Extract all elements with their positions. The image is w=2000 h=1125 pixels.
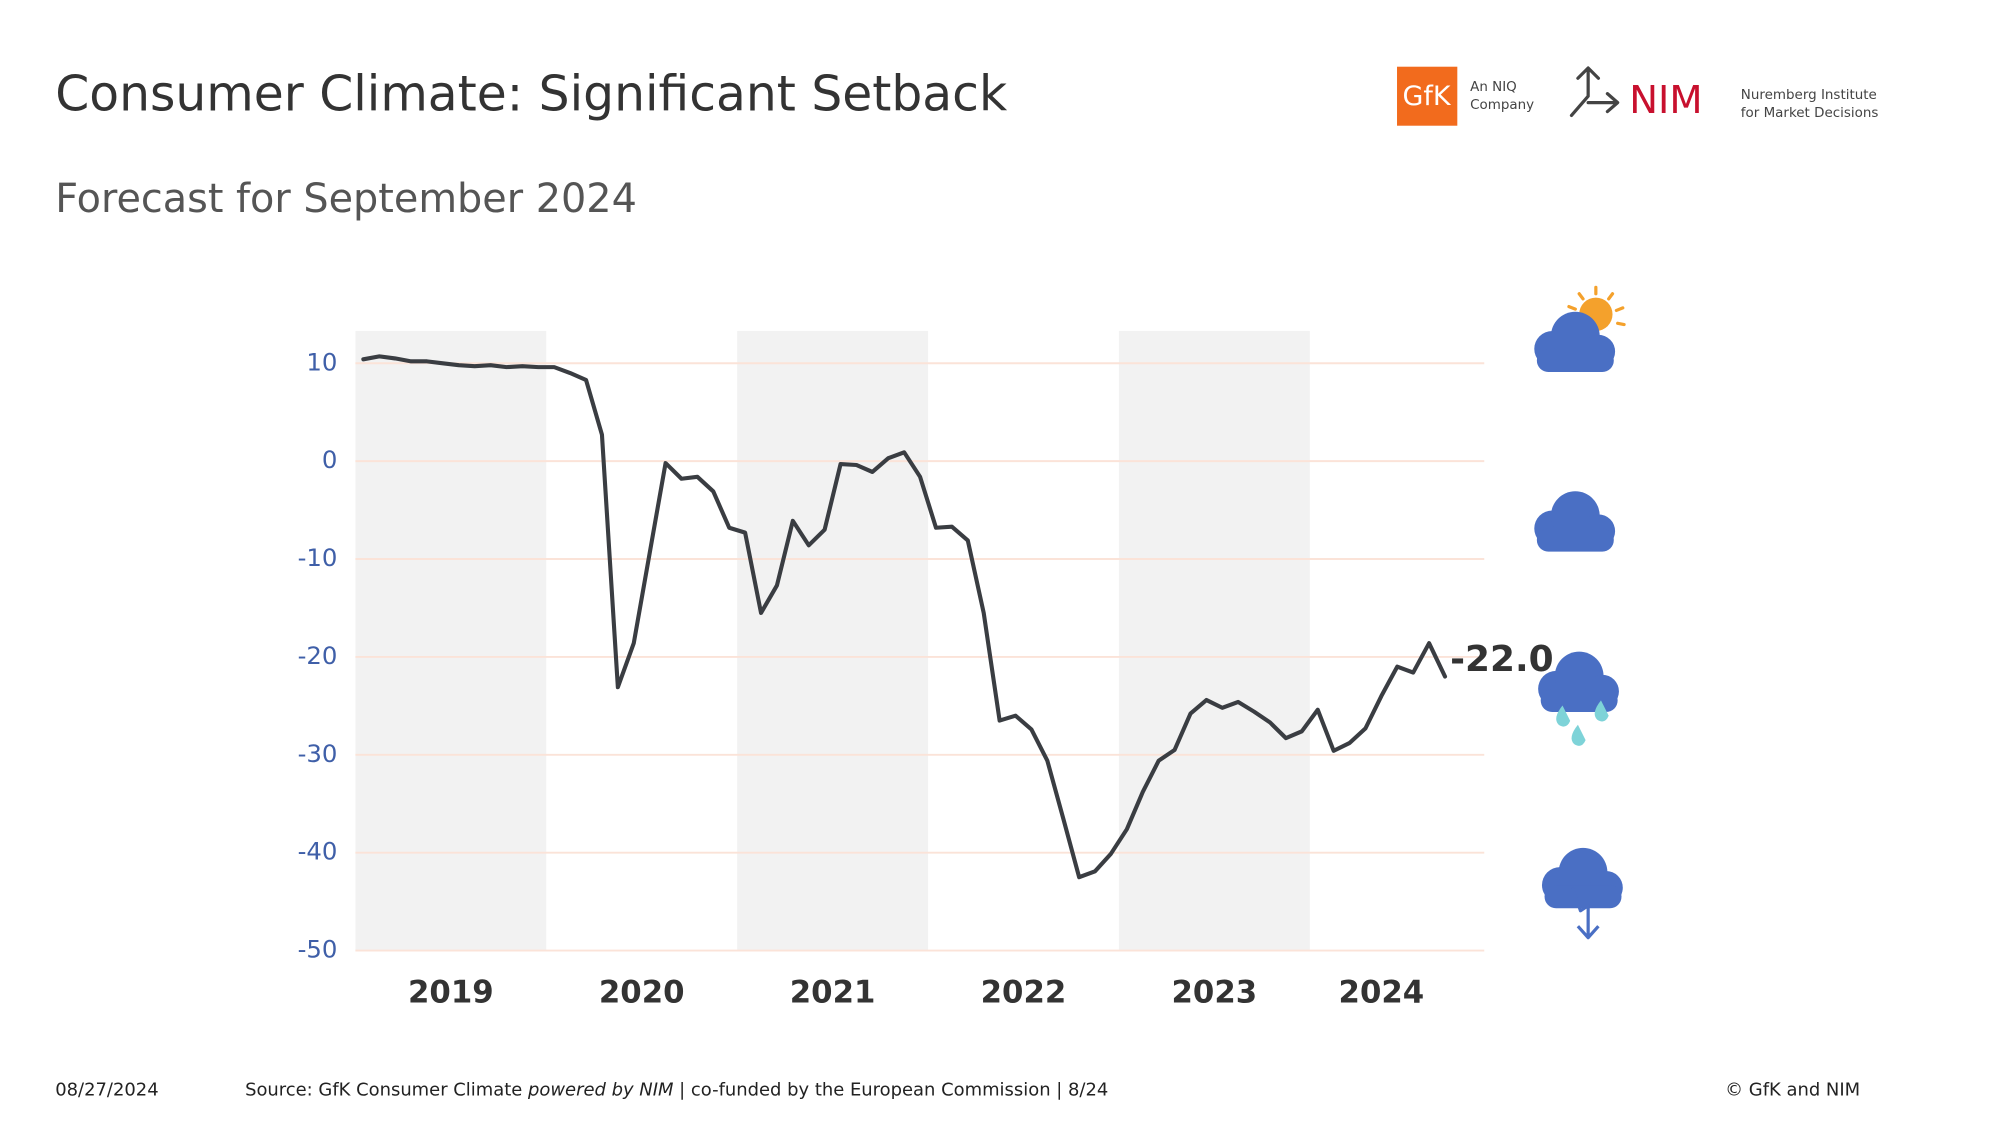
- source-part: powered by NIM: [527, 1079, 673, 1100]
- date: 08/27/2024: [55, 1079, 158, 1100]
- year-band: [355, 330, 547, 951]
- x-tick-label: 2024: [1339, 975, 1425, 1011]
- copyright: © GfK and NIM: [1725, 1079, 1860, 1100]
- gfk-logo-box: [1397, 66, 1458, 126]
- gfk-logo: GfK: [1403, 81, 1452, 112]
- nim-tagline: Nuremberg Institute: [1741, 88, 1877, 103]
- gfk-tagline: An NIQ: [1470, 80, 1517, 95]
- storm-cloud-icon: [1541, 847, 1623, 909]
- data-label: -22.0: [1450, 639, 1554, 680]
- x-tick-label: 2022: [981, 975, 1067, 1011]
- source-part: | co-funded by the European Commission |…: [679, 1079, 1108, 1100]
- source-part: Source: GfK Consumer Climate: [245, 1079, 522, 1100]
- y-tick-label: -20: [298, 641, 338, 670]
- rain-drops: [1556, 700, 1609, 746]
- cloud-icon: [1534, 491, 1616, 552]
- x-tick-label: 2021: [790, 975, 876, 1011]
- lightning-icon: [1571, 887, 1600, 940]
- y-tick-label: 0: [322, 445, 338, 474]
- x-tick-label: 2019: [408, 975, 494, 1011]
- gfk-tagline: Company: [1470, 98, 1534, 113]
- nim-icon: [1569, 66, 1620, 118]
- year-band: [1118, 330, 1310, 951]
- title: Consumer Climate: Significant Setback: [55, 66, 1008, 122]
- nim-logo: NIM: [1629, 78, 1702, 123]
- y-tick-label: 10: [306, 347, 337, 376]
- line: [361, 354, 1448, 880]
- y-tick-label: -10: [298, 543, 338, 572]
- subtitle: Forecast for September 2024: [55, 176, 637, 222]
- y-tick-label: -30: [298, 739, 338, 768]
- y-tick-label: -50: [298, 935, 338, 964]
- plot: -50 -40 -30 -20 -10 0 10 2019 2020 2021 2022 2023 20…: [298, 347, 1554, 1010]
- y-tick-label: -40: [298, 837, 338, 866]
- source: Source: GfK Consumer Climate powered by …: [245, 1079, 1108, 1100]
- year-bands: [355, 330, 1310, 951]
- year-band: [737, 330, 929, 951]
- nim-tagline: for Market Decisions: [1741, 106, 1879, 121]
- x-tick-label: 2020: [599, 975, 685, 1011]
- x-tick-label: 2023: [1172, 975, 1258, 1011]
